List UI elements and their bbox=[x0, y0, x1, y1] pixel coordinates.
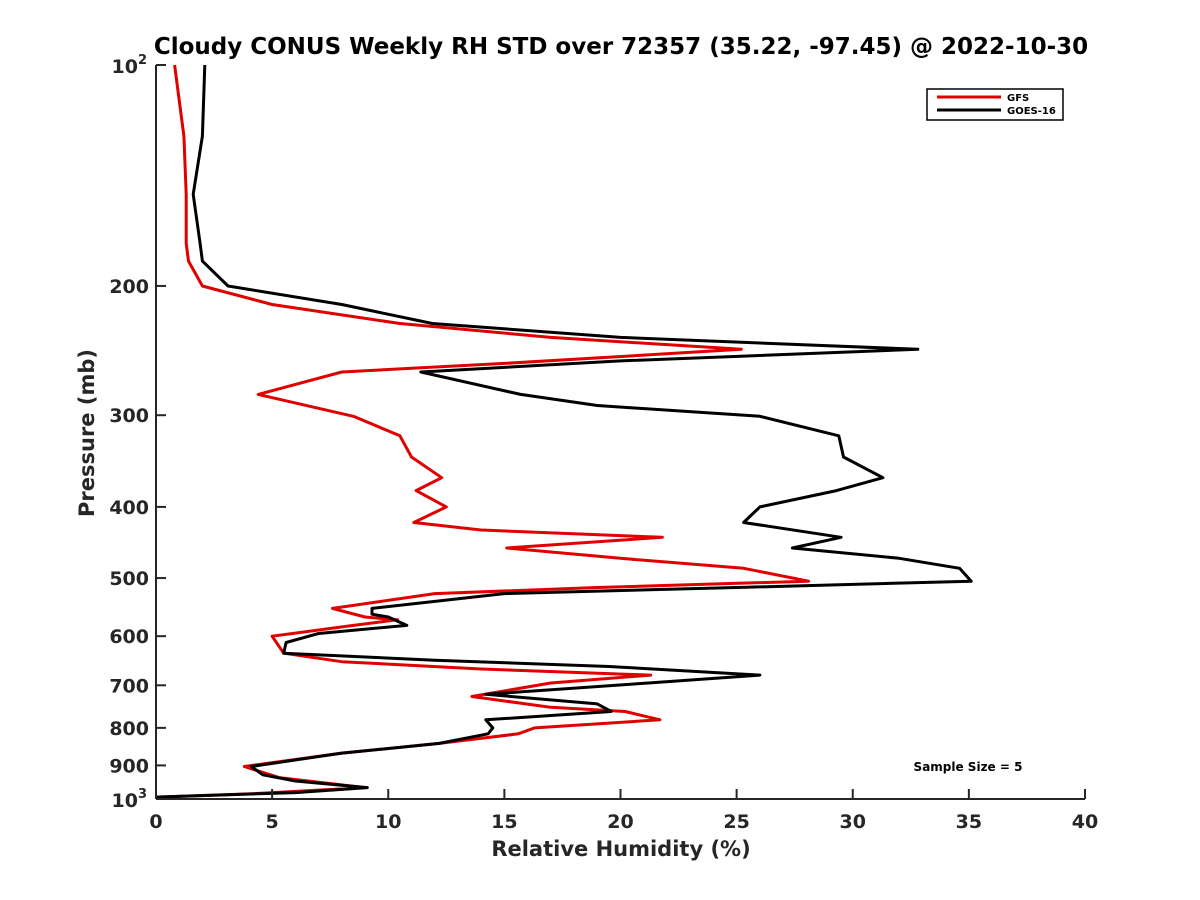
y-axis-label: Pressure (mb) bbox=[75, 349, 99, 517]
legend-label: GFS bbox=[1007, 93, 1029, 104]
x-axis-ticks: 0 5 10 15 20 25 30 35 40 bbox=[149, 789, 1098, 833]
y-tick-label: 700 bbox=[109, 675, 149, 697]
x-tick-label: 20 bbox=[607, 811, 633, 833]
y-tick-label: 500 bbox=[109, 568, 149, 590]
y-tick-label: 800 bbox=[109, 718, 149, 740]
y-tick-exponent: 2 bbox=[138, 53, 147, 68]
chart-title: Cloudy CONUS Weekly RH STD over 72357 (3… bbox=[154, 34, 1088, 60]
y-tick-base: 10 bbox=[112, 790, 138, 812]
sample-size-annotation: Sample Size = 5 bbox=[914, 760, 1023, 774]
series-line-gfs bbox=[155, 64, 811, 799]
x-tick-label: 30 bbox=[840, 811, 866, 833]
y-tick-label: 900 bbox=[109, 755, 149, 777]
x-tick-label: 5 bbox=[266, 811, 279, 833]
plot-area bbox=[155, 64, 973, 799]
y-tick-base: 10 bbox=[112, 56, 138, 78]
y-tick-label: 103 bbox=[112, 787, 148, 812]
y-tick-label: 102 bbox=[112, 53, 148, 78]
y-tick-label: 200 bbox=[109, 276, 149, 298]
axes-frame bbox=[155, 65, 1085, 800]
x-tick-label: 0 bbox=[149, 811, 162, 833]
x-tick-label: 25 bbox=[723, 811, 749, 833]
x-tick-label: 40 bbox=[1072, 811, 1098, 833]
legend-label: GOES-16 bbox=[1007, 106, 1056, 117]
y-tick-label: 300 bbox=[109, 405, 149, 427]
y-tick-label: 400 bbox=[109, 497, 149, 519]
x-axis-label: Relative Humidity (%) bbox=[491, 837, 750, 861]
legend-box bbox=[926, 88, 1064, 121]
x-tick-label: 10 bbox=[375, 811, 401, 833]
legend: GFS GOES-16 bbox=[926, 88, 1064, 121]
y-tick-label: 600 bbox=[109, 626, 149, 648]
x-tick-label: 15 bbox=[491, 811, 517, 833]
series-line-goes-16 bbox=[155, 64, 973, 799]
y-tick-exponent: 3 bbox=[138, 787, 147, 802]
x-tick-label: 35 bbox=[956, 811, 982, 833]
